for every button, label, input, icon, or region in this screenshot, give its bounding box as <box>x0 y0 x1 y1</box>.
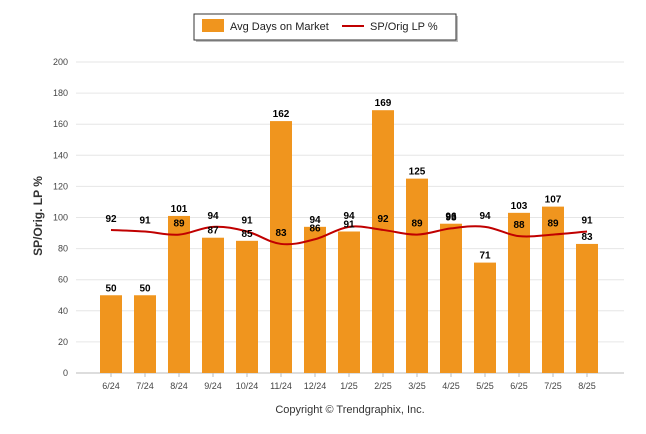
y-axis-title: SP/Orig. LP % <box>31 176 45 256</box>
x-tick-label: 7/25 <box>544 381 562 391</box>
x-tick-label: 2/25 <box>374 381 392 391</box>
x-tick-label: 6/24 <box>102 381 120 391</box>
x-tick-label: 4/25 <box>442 381 460 391</box>
bar-value-label: 169 <box>375 98 392 109</box>
x-tick-label: 10/24 <box>236 381 259 391</box>
line-value-label: 92 <box>105 214 117 225</box>
line-value-label: 89 <box>173 219 185 230</box>
x-tick-label: 11/24 <box>270 381 292 391</box>
bar-value-label: 103 <box>511 201 528 212</box>
legend-box <box>193 13 457 41</box>
bar-value-label: 96 <box>445 212 457 223</box>
line-value-label: 91 <box>241 215 253 226</box>
bar <box>440 223 462 373</box>
y-tick-label: 140 <box>53 150 68 160</box>
bar <box>406 178 428 373</box>
bar <box>372 110 394 373</box>
bar-value-label: 125 <box>409 167 426 178</box>
copyright: Copyright © Trendgraphix, Inc. <box>275 404 424 416</box>
bar <box>576 243 598 373</box>
bar-value-label: 162 <box>273 109 290 120</box>
bar <box>134 295 156 373</box>
y-tick-label: 200 <box>53 57 68 67</box>
bar <box>508 212 530 373</box>
line-value-label: 91 <box>139 215 151 226</box>
bar-value-label: 91 <box>343 219 355 230</box>
bar-value-label: 87 <box>207 226 219 237</box>
legend-label-bar: Avg Days on Market <box>230 21 329 33</box>
x-tick-label: 9/24 <box>204 381 222 391</box>
line-value-label: 94 <box>207 211 219 222</box>
x-tick-label: 8/24 <box>170 381 188 391</box>
line-value-label: 88 <box>513 220 525 231</box>
bar <box>100 295 122 373</box>
legend-label-line: SP/Orig LP % <box>370 21 438 33</box>
line-value-label: 93 <box>445 212 457 223</box>
bar <box>236 240 258 373</box>
bar-value-label: 85 <box>241 229 253 240</box>
y-tick-label: 160 <box>53 119 68 129</box>
legend: Avg Days on Market SP/Orig LP % <box>193 13 458 42</box>
bar-value-label: 94 <box>309 215 321 226</box>
bar <box>474 262 496 373</box>
y-tick-label: 40 <box>58 306 68 316</box>
line-value-label: 94 <box>479 211 491 222</box>
line-value-label: 91 <box>581 215 593 226</box>
bar-value-label: 50 <box>105 283 117 294</box>
y-tick-label: 180 <box>53 88 68 98</box>
bar-value-label: 83 <box>581 232 593 243</box>
x-tick-label: 12/24 <box>304 381 327 391</box>
bar <box>542 206 564 373</box>
x-tick-label: 3/25 <box>408 381 426 391</box>
bar <box>202 237 224 373</box>
bar <box>168 215 190 373</box>
bars <box>100 110 598 373</box>
x-tick-label: 5/25 <box>476 381 494 391</box>
line-path <box>110 225 588 246</box>
x-tick-label: 1/25 <box>340 381 358 391</box>
legend-swatch-bar <box>202 19 224 32</box>
line-value-label: 83 <box>275 228 287 239</box>
bar-value-label: 71 <box>479 251 491 262</box>
bar-value-label: 50 <box>139 283 151 294</box>
y-axis-ticks: 0 20 40 60 80 100 120 140 160 180 200 <box>53 57 68 378</box>
bar <box>270 121 292 373</box>
y-tick-label: 100 <box>53 213 68 223</box>
y-tick-label: 60 <box>58 275 68 285</box>
bar <box>304 226 326 373</box>
line-value-label: 92 <box>377 214 389 225</box>
line-value-label: 86 <box>309 223 321 234</box>
x-tick-label: 6/25 <box>510 381 528 391</box>
y-tick-label: 80 <box>58 244 68 254</box>
line-series <box>110 225 588 246</box>
y-tick-label: 120 <box>53 181 68 191</box>
y-tick-label: 20 <box>58 337 68 347</box>
line-value-label: 89 <box>547 219 559 230</box>
bar-value-label: 107 <box>545 195 562 206</box>
x-axis-ticks: 6/24 7/24 8/24 9/24 10/24 11/24 12/24 1/25 2/25 3… <box>102 373 596 391</box>
y-tick-label: 0 <box>63 368 68 378</box>
bar <box>338 231 360 373</box>
bar-value-label: 101 <box>171 204 188 215</box>
line-value-label: 89 <box>411 219 423 230</box>
line-value-label: 94 <box>343 211 355 222</box>
x-tick-label: 8/25 <box>578 381 596 391</box>
x-tick-label: 7/24 <box>136 381 154 391</box>
